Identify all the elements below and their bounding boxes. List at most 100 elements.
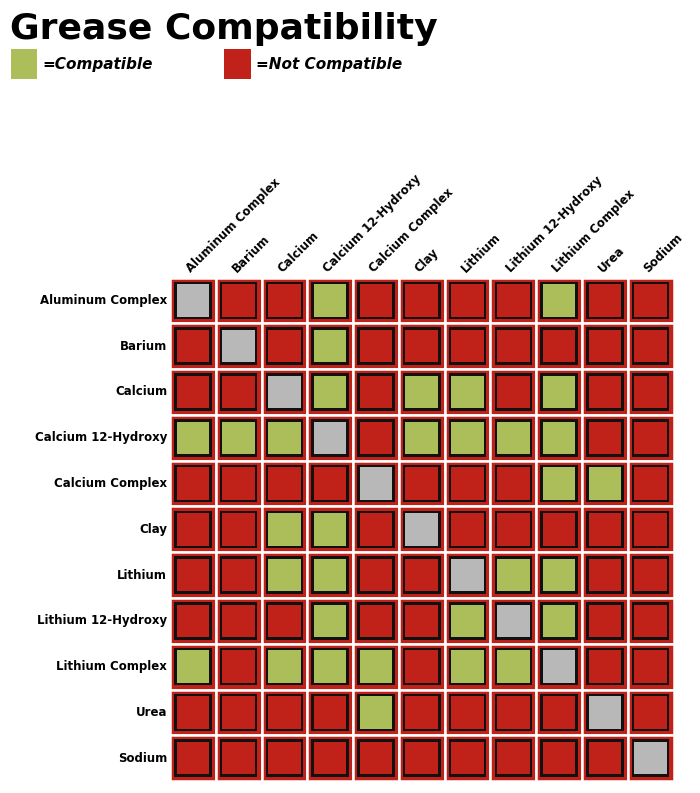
Bar (497, 330, 530, 362)
Bar (542, 650, 575, 683)
Text: Sodium: Sodium (641, 232, 685, 275)
Bar (494, 602, 532, 640)
Text: Calcium: Calcium (115, 385, 167, 399)
Bar (491, 278, 536, 324)
Bar (444, 415, 491, 461)
Bar (174, 557, 211, 594)
Bar (491, 735, 536, 781)
Bar (452, 604, 484, 637)
Bar (542, 696, 575, 729)
Bar (536, 552, 582, 598)
Bar (536, 415, 582, 461)
Bar (224, 49, 251, 79)
Bar (170, 507, 216, 552)
Bar (536, 278, 582, 324)
Bar (170, 735, 216, 781)
Bar (265, 374, 303, 411)
Text: Clay: Clay (412, 247, 442, 275)
Bar (449, 511, 486, 548)
Bar (536, 369, 582, 415)
Bar (312, 602, 349, 640)
Bar (357, 328, 395, 365)
Bar (542, 604, 575, 637)
Bar (265, 557, 303, 594)
Bar (452, 330, 484, 362)
Bar (353, 507, 399, 552)
Bar (542, 284, 575, 316)
Text: =Not Compatible: =Not Compatible (256, 57, 402, 71)
Bar (314, 650, 346, 683)
Text: Lithium 12-Hydroxy: Lithium 12-Hydroxy (37, 615, 167, 627)
Bar (634, 650, 667, 683)
Bar (314, 330, 346, 362)
Bar (399, 690, 444, 735)
Bar (216, 415, 262, 461)
Bar (494, 557, 532, 594)
Bar (262, 278, 307, 324)
Bar (268, 696, 301, 729)
Bar (176, 330, 209, 362)
Bar (176, 376, 209, 408)
Bar (216, 324, 262, 369)
Bar (540, 602, 578, 640)
Bar (494, 419, 532, 457)
Text: Lithium: Lithium (458, 231, 503, 275)
Text: Urea: Urea (136, 706, 167, 719)
Bar (540, 465, 578, 502)
Bar (176, 467, 209, 500)
Bar (634, 559, 667, 592)
Bar (403, 328, 440, 365)
Bar (314, 696, 346, 729)
Bar (360, 330, 392, 362)
Bar (582, 598, 628, 644)
Bar (628, 369, 673, 415)
Bar (223, 559, 255, 592)
Bar (170, 278, 216, 324)
Bar (586, 511, 624, 548)
Bar (357, 282, 395, 320)
Bar (223, 513, 255, 546)
Bar (628, 278, 673, 324)
Bar (220, 419, 258, 457)
Bar (542, 330, 575, 362)
Bar (403, 374, 440, 411)
Bar (582, 735, 628, 781)
Bar (582, 415, 628, 461)
Bar (223, 696, 255, 729)
Bar (262, 324, 307, 369)
Bar (220, 374, 258, 411)
Text: Urea: Urea (596, 243, 627, 275)
Bar (220, 557, 258, 594)
Bar (357, 602, 395, 640)
Bar (403, 739, 440, 777)
Bar (220, 328, 258, 365)
Bar (494, 282, 532, 320)
Bar (216, 598, 262, 644)
Bar (220, 282, 258, 320)
Bar (312, 739, 349, 777)
Bar (582, 461, 628, 507)
Bar (262, 735, 307, 781)
Bar (307, 735, 353, 781)
Bar (405, 376, 438, 408)
Bar (262, 552, 307, 598)
Bar (223, 604, 255, 637)
Bar (589, 422, 621, 454)
Bar (174, 648, 211, 685)
Bar (634, 376, 667, 408)
Bar (357, 465, 395, 502)
Bar (632, 282, 669, 320)
Bar (582, 324, 628, 369)
Bar (170, 324, 216, 369)
Bar (497, 650, 530, 683)
Bar (491, 461, 536, 507)
Bar (628, 552, 673, 598)
Bar (314, 376, 346, 408)
Bar (403, 557, 440, 594)
Bar (265, 511, 303, 548)
Bar (399, 507, 444, 552)
Bar (262, 598, 307, 644)
Bar (536, 598, 582, 644)
Bar (542, 376, 575, 408)
Bar (628, 461, 673, 507)
